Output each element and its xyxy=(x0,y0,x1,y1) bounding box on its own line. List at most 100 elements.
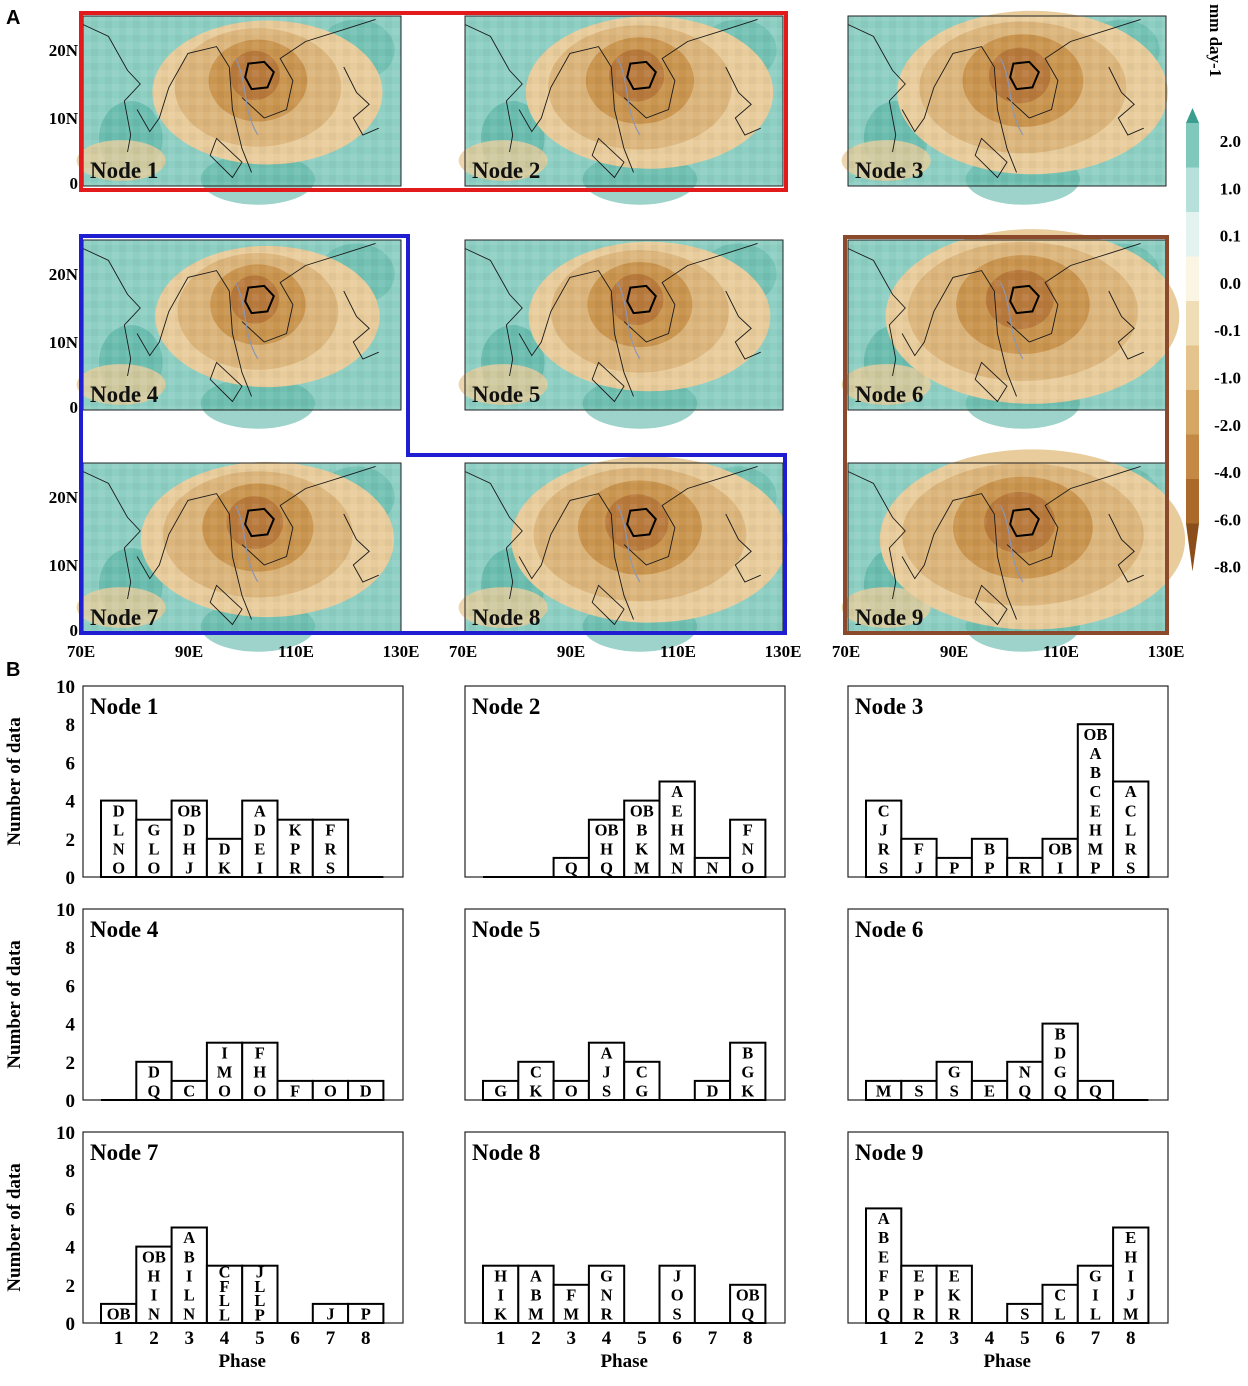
bar-case-label: G xyxy=(1054,1062,1067,1081)
colorbar-label: 0.1 xyxy=(1220,227,1241,246)
map-node-5: Node 5 xyxy=(458,239,784,429)
y-tick-label: 0 xyxy=(66,1314,76,1335)
x-tick-label: 5 xyxy=(255,1328,265,1349)
bar-case-label: Q xyxy=(148,1082,161,1101)
map-node-label: Node 1 xyxy=(90,158,158,183)
bar-case-label: G xyxy=(948,1062,961,1081)
bar-case-label: K xyxy=(948,1285,961,1304)
y-tick-label: 10 xyxy=(56,1123,75,1144)
x-tick-label: 8 xyxy=(361,1328,371,1349)
colorbar-label: 2.0 xyxy=(1220,132,1241,151)
bar-case-label: I xyxy=(1128,1266,1134,1285)
bar-case-label: E xyxy=(913,1266,924,1285)
lat-tick-label: 10N xyxy=(49,333,79,352)
bar-case-label: C xyxy=(530,1062,542,1081)
bar-phase-3 xyxy=(170,1226,208,1324)
bar-case-label: J xyxy=(673,1266,681,1285)
lon-tick-label: 90E xyxy=(557,642,585,661)
bar-phase-6 xyxy=(1041,1283,1079,1325)
group-red-outline xyxy=(79,11,788,192)
coastline xyxy=(847,242,1141,397)
bar-case-label: C xyxy=(1125,801,1137,820)
x-tick-label: 3 xyxy=(950,1328,960,1349)
sumatra-coast xyxy=(591,584,625,626)
bar-case-label: F xyxy=(914,839,924,858)
chart-node-label: Node 9 xyxy=(855,1140,923,1165)
map-node-7: Node 7 20N 10N 0 70E 90E 110E 130E xyxy=(49,461,420,661)
lon-tick-label: 130E xyxy=(765,642,802,661)
group-brown-outline xyxy=(843,235,1169,635)
bar-case-label: K xyxy=(289,820,302,839)
x-tick-label: 6 xyxy=(290,1328,300,1349)
bar-case-label: F xyxy=(325,820,335,839)
bar-case-label: A xyxy=(1125,782,1137,801)
bar-case-label: Q xyxy=(877,1305,890,1324)
coastline xyxy=(847,18,1141,173)
y-tick-label: 4 xyxy=(66,1238,76,1259)
bar-case-label: Q xyxy=(1089,1082,1102,1101)
bar-case-label: S xyxy=(326,859,335,878)
x-tick-label: 5 xyxy=(637,1328,647,1349)
bar-case-label: C xyxy=(219,1262,231,1281)
bar-phase-5 xyxy=(241,799,279,878)
sumatra-coast xyxy=(209,137,243,179)
y-tick-label: 4 xyxy=(66,1015,76,1036)
x-tick-label: 2 xyxy=(914,1328,924,1349)
bar-case-label: H xyxy=(494,1266,507,1285)
y-tick-label: 6 xyxy=(66,1199,76,1220)
map-node-3: Node 3 xyxy=(841,10,1168,205)
panel-b-label: B xyxy=(6,659,20,681)
colorbar: 2.0 1.0 0.1 0.0 -0.1 -1.0 -2.0 -4.0 -6.0 -8.0 mm d… xyxy=(1186,4,1241,577)
grid-texture xyxy=(465,463,783,633)
bar-case-label: P xyxy=(290,839,300,858)
x-tick-label: 3 xyxy=(567,1328,577,1349)
x-tick-label: 7 xyxy=(708,1328,718,1349)
lon-tick-label: 130E xyxy=(383,642,420,661)
coastline xyxy=(464,242,758,397)
sumatra-coast xyxy=(209,584,243,626)
bar-case-label: B xyxy=(530,1285,541,1304)
map-node-label: Node 3 xyxy=(855,158,923,183)
bar-case-label: D xyxy=(1054,1043,1066,1062)
bar-case-label: H xyxy=(148,1266,161,1285)
bar-case-label: R xyxy=(601,1305,614,1324)
map-field xyxy=(76,16,401,205)
bar-phase-5 xyxy=(623,799,661,878)
lat-tick-label: 20N xyxy=(49,488,79,507)
lon-tick-label: 70E xyxy=(67,642,95,661)
bar-case-label: K xyxy=(635,839,648,858)
grid-texture xyxy=(83,16,401,186)
sumatra-coast xyxy=(591,361,625,403)
bar-case-label: P xyxy=(985,859,995,878)
bar-case-label: R xyxy=(289,859,302,878)
bar-case-label: N xyxy=(148,1305,160,1324)
bar-phase-7 xyxy=(1076,1079,1115,1102)
bar-case-label: B xyxy=(1055,1024,1066,1043)
bar-case-label: H xyxy=(183,839,196,858)
map-node-label: Node 7 xyxy=(90,605,158,630)
bar-case-label: J xyxy=(1127,1285,1135,1304)
y-tick-label: 4 xyxy=(66,792,76,813)
grid-texture xyxy=(465,16,783,186)
map-field xyxy=(841,229,1180,429)
philippines-coast xyxy=(1108,513,1144,583)
study-region-outline xyxy=(626,60,657,91)
group-blue-outline xyxy=(79,234,787,635)
y-axis-label: Number of data xyxy=(4,940,25,1069)
bar-case-label: N xyxy=(742,839,754,858)
bar-case-label: OB xyxy=(630,801,654,820)
colorbar-bottom-arrow xyxy=(1186,523,1199,572)
bar-case-label: Q xyxy=(565,859,578,878)
bar-case-label: L xyxy=(148,839,159,858)
bar-phase-8 xyxy=(729,1041,767,1101)
bar-phase-4 xyxy=(587,1041,626,1101)
bar-case-label: L xyxy=(219,1291,230,1310)
y-tick-label: 10 xyxy=(56,900,75,921)
bar-case-label: A xyxy=(183,1228,195,1247)
bar-case-label: G xyxy=(600,1266,613,1285)
bar-case-label: A xyxy=(1089,744,1101,763)
bar-phase-1 xyxy=(100,799,138,878)
y-tick-label: 6 xyxy=(66,753,76,774)
bar-case-label: N xyxy=(601,1285,613,1304)
